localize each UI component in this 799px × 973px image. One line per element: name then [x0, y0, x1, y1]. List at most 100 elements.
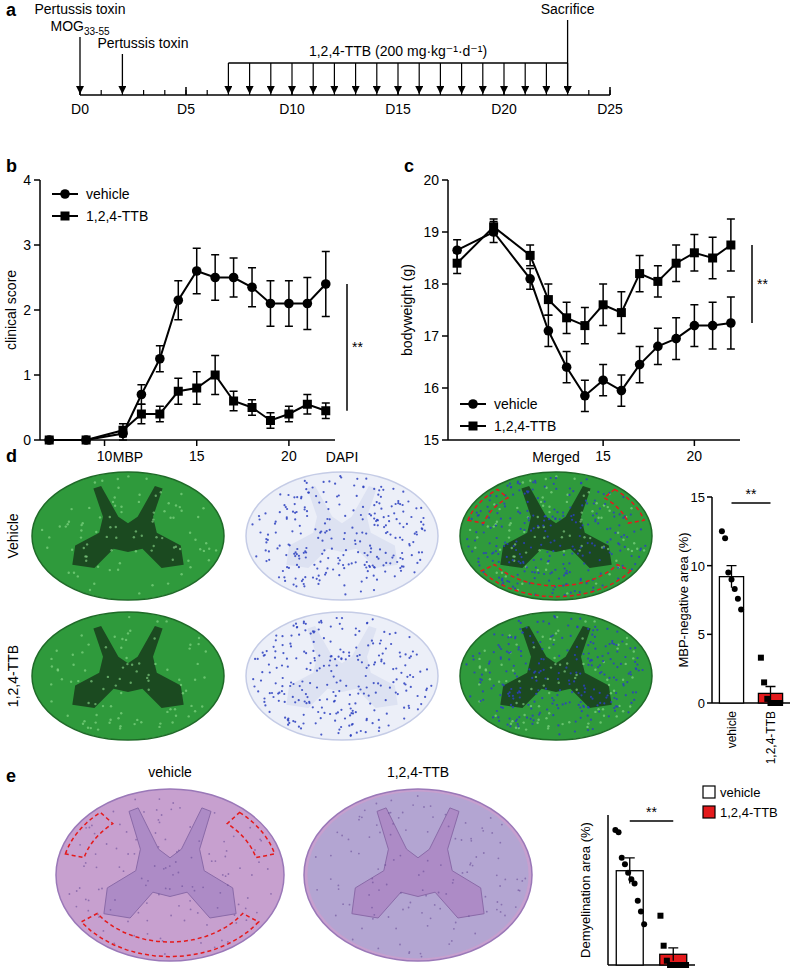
- texture-dot: [50, 683, 52, 685]
- marker: [708, 321, 718, 331]
- column-label: DAPI: [326, 449, 359, 465]
- texture-dot: [470, 838, 472, 840]
- texture-dot: [523, 529, 525, 531]
- texture-dot: [548, 580, 550, 582]
- texture-dot: [98, 889, 100, 891]
- texture-dot: [318, 621, 320, 623]
- texture-dot: [282, 644, 284, 646]
- texture-dot: [337, 563, 339, 565]
- texture-dot: [114, 636, 116, 638]
- texture-dot: [331, 548, 333, 550]
- texture-dot: [520, 528, 522, 530]
- texture-dot: [272, 696, 274, 698]
- texture-dot: [515, 540, 517, 542]
- error-bar: [285, 406, 293, 422]
- texture-dot: [513, 665, 515, 667]
- texture-dot: [563, 550, 565, 552]
- texture-dot: [332, 568, 334, 570]
- texture-dot: [133, 935, 135, 937]
- texture-dot: [554, 518, 556, 520]
- texture-dot: [455, 838, 457, 840]
- texture-dot: [95, 853, 97, 855]
- texture-dot: [520, 650, 522, 652]
- texture-dot: [573, 548, 575, 550]
- texture-dot: [423, 871, 425, 873]
- texture-dot: [401, 552, 403, 554]
- texture-dot: [364, 552, 366, 554]
- texture-dot: [402, 909, 404, 911]
- texture-dot: [373, 504, 375, 506]
- texture-dot: [573, 680, 575, 682]
- marker: [45, 436, 54, 445]
- texture-dot: [205, 650, 207, 652]
- texture-dot: [344, 515, 346, 517]
- texture-dot: [393, 512, 395, 514]
- texture-dot: [492, 552, 494, 554]
- texture-dot: [402, 526, 404, 528]
- texture-dot: [453, 928, 455, 930]
- texture-dot: [474, 933, 476, 935]
- error-bar: [672, 245, 680, 281]
- texture-dot: [579, 535, 581, 537]
- texture-dot: [80, 536, 82, 538]
- texture-dot: [269, 692, 271, 694]
- texture-dot: [427, 925, 429, 927]
- y-axis-label: clinical score: [3, 270, 19, 350]
- texture-dot: [294, 555, 296, 557]
- texture-dot: [417, 695, 419, 697]
- texture-dot: [81, 651, 83, 653]
- texture-dot: [321, 553, 323, 555]
- texture-dot: [276, 547, 278, 549]
- texture-dot: [552, 714, 554, 716]
- texture-dot: [572, 545, 574, 547]
- texture-dot: [425, 895, 427, 897]
- texture-dot: [553, 657, 555, 659]
- y-tick: [707, 702, 712, 704]
- texture-dot: [622, 496, 624, 498]
- texture-dot: [512, 695, 514, 697]
- texture-dot: [555, 477, 557, 479]
- texture-dot: [127, 632, 129, 634]
- texture-dot: [571, 553, 573, 555]
- texture-dot: [158, 894, 160, 896]
- texture-dot: [485, 668, 487, 670]
- texture-dot: [373, 589, 375, 591]
- y-axis-label: bodyweight (g): [399, 264, 415, 356]
- x-axis: [448, 439, 740, 441]
- texture-dot: [583, 495, 585, 497]
- texture-dot: [513, 545, 515, 547]
- texture-dot: [423, 806, 425, 808]
- texture-dot: [537, 719, 539, 721]
- texture-dot: [591, 664, 593, 666]
- texture-dot: [312, 486, 314, 488]
- texture-dot: [478, 652, 480, 654]
- texture-dot: [562, 563, 564, 565]
- texture-dot: [285, 554, 287, 556]
- texture-dot: [200, 942, 202, 944]
- texture-dot: [587, 664, 589, 666]
- texture-dot: [473, 671, 475, 673]
- texture-dot: [354, 540, 356, 542]
- data-point: [683, 962, 689, 968]
- texture-dot: [330, 626, 332, 628]
- texture-dot: [547, 536, 549, 538]
- plot-area: [44, 248, 330, 445]
- texture-dot: [500, 658, 502, 660]
- texture-dot: [305, 693, 307, 695]
- tissue-outline: [32, 612, 224, 740]
- texture-dot: [570, 635, 572, 637]
- texture-dot: [479, 681, 481, 683]
- texture-dot: [306, 482, 308, 484]
- texture-dot: [583, 563, 585, 565]
- texture-dot: [110, 909, 112, 911]
- texture-dot: [363, 693, 365, 695]
- texture-dot: [329, 529, 331, 531]
- texture-dot: [127, 853, 129, 855]
- texture-dot: [550, 524, 552, 526]
- marker: [247, 282, 257, 292]
- texture-dot: [153, 637, 155, 639]
- texture-dot: [426, 668, 428, 670]
- marker: [321, 406, 330, 415]
- legend-marker: [60, 189, 70, 199]
- texture-dot: [524, 522, 526, 524]
